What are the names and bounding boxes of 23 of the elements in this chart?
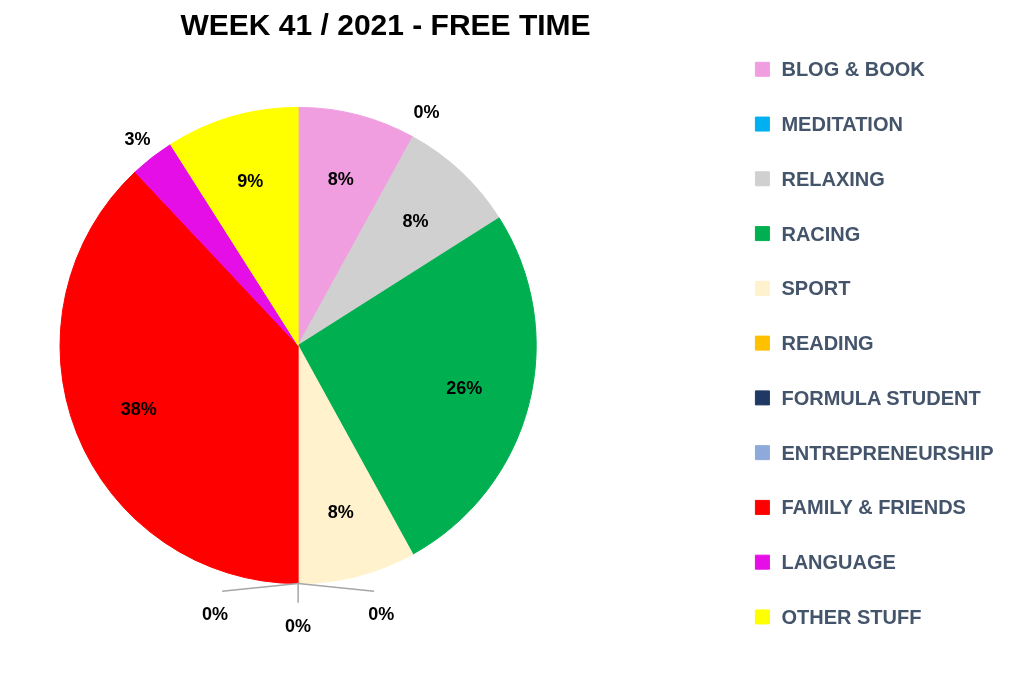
data-label: 8%: [327, 501, 354, 522]
legend-label: ENTREPRENEURSHIP: [781, 441, 994, 464]
legend-label: FORMULA STUDENT: [781, 386, 981, 409]
legend-label: FAMILY & FRIENDS: [781, 496, 966, 519]
legend-label: RACING: [781, 222, 861, 245]
data-label: 3%: [124, 128, 151, 149]
data-label: 9%: [237, 170, 264, 191]
data-label: 26%: [446, 378, 483, 399]
legend-label: MEDITATION: [781, 113, 903, 136]
text: 0%: [285, 616, 312, 637]
legend-label: SPORT: [781, 277, 851, 300]
data-label: 8%: [402, 210, 429, 231]
chart-title: WEEK 41 / 2021 - FREE TIME: [180, 7, 591, 41]
legend-label: OTHER STUFF: [781, 605, 922, 628]
legend-label: LANGUAGE: [781, 551, 896, 574]
legend-label: READING: [781, 332, 874, 355]
text: 0%: [368, 603, 395, 624]
data-label: 38%: [120, 398, 157, 419]
legend-label: RELAXING: [781, 167, 885, 190]
legend-label: BLOG & BOOK: [781, 58, 926, 81]
data-label: 8%: [327, 169, 354, 190]
text: 0%: [413, 101, 440, 122]
text: 0%: [202, 603, 229, 624]
